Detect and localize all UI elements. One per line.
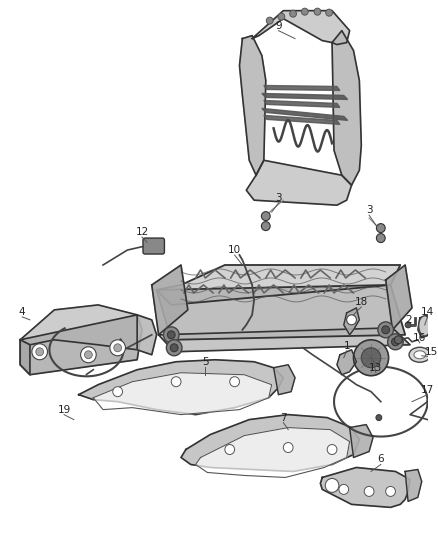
- Ellipse shape: [419, 316, 431, 336]
- Polygon shape: [264, 100, 340, 108]
- Circle shape: [325, 479, 339, 492]
- Polygon shape: [320, 467, 410, 507]
- Circle shape: [36, 348, 43, 356]
- Text: 12: 12: [135, 227, 148, 237]
- Circle shape: [170, 344, 178, 352]
- Polygon shape: [418, 315, 431, 338]
- Circle shape: [376, 415, 382, 421]
- Polygon shape: [157, 265, 400, 305]
- Text: 10: 10: [228, 245, 241, 255]
- Circle shape: [314, 8, 321, 15]
- Polygon shape: [246, 160, 352, 205]
- Text: 13: 13: [369, 363, 382, 373]
- Text: 16: 16: [413, 333, 427, 343]
- Ellipse shape: [414, 351, 426, 359]
- Polygon shape: [159, 328, 410, 352]
- Text: 1: 1: [343, 341, 350, 351]
- Polygon shape: [386, 265, 412, 330]
- Polygon shape: [20, 315, 142, 375]
- Polygon shape: [20, 340, 30, 375]
- Polygon shape: [157, 285, 405, 340]
- Polygon shape: [240, 36, 266, 175]
- Circle shape: [353, 340, 389, 376]
- Polygon shape: [152, 265, 188, 335]
- Text: 19: 19: [57, 405, 71, 415]
- Polygon shape: [274, 365, 295, 394]
- Circle shape: [327, 445, 337, 455]
- Circle shape: [166, 340, 182, 356]
- Polygon shape: [137, 315, 157, 355]
- Polygon shape: [196, 427, 350, 478]
- Circle shape: [378, 322, 393, 338]
- Text: 3: 3: [275, 193, 282, 203]
- Circle shape: [361, 348, 381, 368]
- Text: 2: 2: [405, 315, 411, 325]
- Circle shape: [395, 336, 402, 344]
- Circle shape: [364, 487, 374, 496]
- Polygon shape: [264, 116, 340, 124]
- Polygon shape: [337, 350, 357, 375]
- Circle shape: [266, 17, 273, 24]
- Circle shape: [85, 351, 92, 359]
- Text: 14: 14: [421, 307, 434, 317]
- Circle shape: [386, 487, 396, 496]
- Text: 6: 6: [378, 455, 384, 464]
- Circle shape: [392, 338, 399, 346]
- Ellipse shape: [409, 348, 431, 362]
- Circle shape: [301, 8, 308, 15]
- Circle shape: [32, 344, 47, 360]
- Circle shape: [230, 377, 240, 386]
- Circle shape: [339, 484, 349, 495]
- Circle shape: [81, 347, 96, 363]
- Circle shape: [114, 344, 122, 352]
- Circle shape: [347, 315, 357, 325]
- Circle shape: [290, 10, 297, 17]
- Polygon shape: [344, 308, 359, 335]
- Circle shape: [167, 331, 175, 339]
- Circle shape: [171, 377, 181, 386]
- Circle shape: [326, 9, 332, 16]
- Text: 5: 5: [202, 357, 208, 367]
- FancyBboxPatch shape: [143, 238, 164, 254]
- Text: 9: 9: [275, 21, 282, 30]
- Text: 18: 18: [355, 297, 368, 307]
- Circle shape: [113, 386, 123, 397]
- Polygon shape: [350, 425, 373, 457]
- Polygon shape: [332, 30, 361, 185]
- Polygon shape: [405, 470, 422, 502]
- Text: 17: 17: [421, 385, 434, 394]
- Circle shape: [376, 233, 385, 243]
- Circle shape: [382, 326, 389, 334]
- Circle shape: [388, 334, 403, 350]
- Polygon shape: [252, 11, 350, 45]
- Circle shape: [376, 224, 385, 232]
- Text: 4: 4: [19, 307, 25, 317]
- Circle shape: [405, 322, 411, 328]
- Text: 3: 3: [366, 205, 372, 215]
- Text: 7: 7: [280, 413, 286, 423]
- Polygon shape: [262, 108, 348, 120]
- Circle shape: [261, 222, 270, 231]
- Polygon shape: [262, 93, 348, 100]
- Circle shape: [110, 340, 125, 356]
- Polygon shape: [181, 415, 359, 472]
- Polygon shape: [20, 305, 142, 350]
- Polygon shape: [79, 360, 283, 415]
- Text: 15: 15: [425, 347, 438, 357]
- Polygon shape: [93, 373, 272, 415]
- Circle shape: [225, 445, 235, 455]
- Circle shape: [278, 13, 285, 20]
- Polygon shape: [264, 85, 340, 91]
- Circle shape: [283, 442, 293, 453]
- Circle shape: [163, 327, 179, 343]
- Circle shape: [261, 212, 270, 221]
